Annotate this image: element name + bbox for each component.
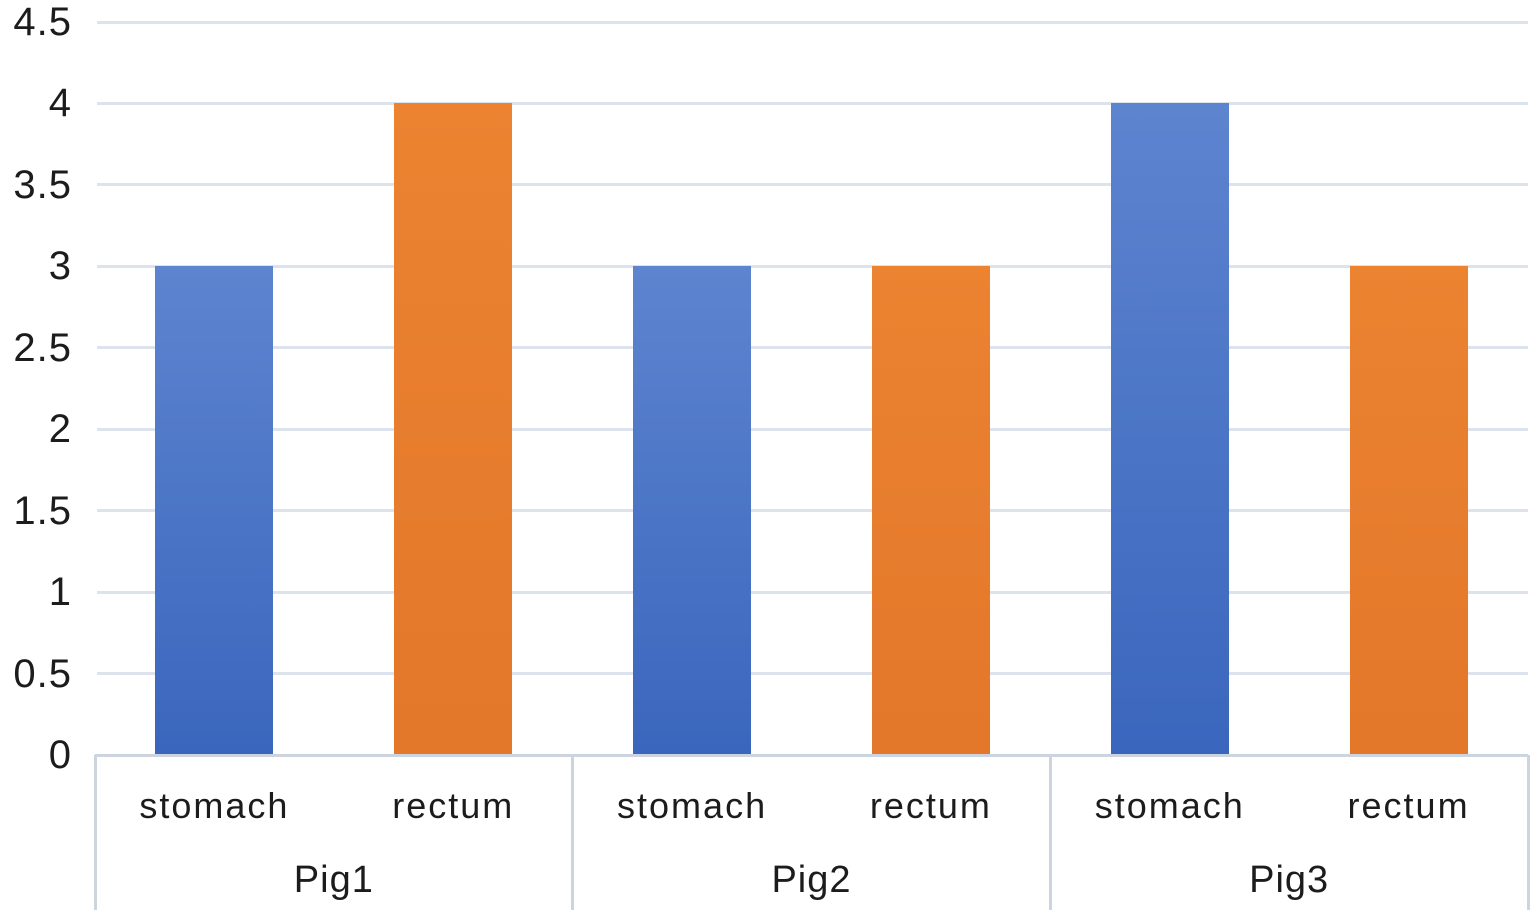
category-label-pig2-stomach: stomach xyxy=(617,785,768,826)
gridline-4 xyxy=(97,101,1528,105)
bar-pig2-stomach xyxy=(633,266,752,755)
category-group-separator xyxy=(571,755,575,910)
bar-pig2-rectum xyxy=(871,266,990,755)
x-axis-line xyxy=(95,753,1528,757)
category-label-pig1-stomach: stomach xyxy=(139,785,290,826)
y-axis-tick-label: 4.5 xyxy=(13,0,72,44)
y-axis-tick-label: 1.5 xyxy=(13,488,72,533)
gridline-2 xyxy=(97,427,1528,431)
y-axis-tick-label: 2.5 xyxy=(13,325,72,370)
gridline-1.5 xyxy=(97,509,1528,513)
y-axis-tick-label: 3 xyxy=(48,244,72,289)
y-axis-tick-label: 3.5 xyxy=(13,162,72,207)
gridline-1 xyxy=(97,590,1528,594)
group-label-pig1: Pig1 xyxy=(293,859,374,901)
category-band-right-border xyxy=(1526,755,1530,910)
group-label-pig3: Pig3 xyxy=(1249,859,1330,901)
y-axis-tick-label: 4 xyxy=(48,81,72,126)
category-label-pig3-stomach: stomach xyxy=(1094,785,1245,826)
gridline-0.5 xyxy=(97,672,1528,676)
category-group-separator xyxy=(1048,755,1052,910)
category-label-pig2-rectum: rectum xyxy=(869,785,992,826)
group-label-pig2: Pig2 xyxy=(771,859,852,901)
gridline-4.5 xyxy=(97,20,1528,24)
bar-pig1-rectum xyxy=(394,103,513,755)
category-label-pig1-rectum: rectum xyxy=(392,785,515,826)
bar-pig3-stomach xyxy=(1110,103,1229,755)
gridline-2.5 xyxy=(97,346,1528,350)
gridline-3.5 xyxy=(97,183,1528,187)
gridline-3 xyxy=(97,264,1528,268)
y-axis-tick-label: 2 xyxy=(48,407,72,452)
y-axis-tick-label: 0 xyxy=(48,733,72,777)
category-band-left-border xyxy=(93,755,97,910)
bar-pig3-rectum xyxy=(1349,266,1468,755)
y-axis-tick-label: 1 xyxy=(48,570,72,615)
y-axis-tick-label: 0.5 xyxy=(13,651,72,696)
bar-pig1-stomach xyxy=(155,266,274,755)
category-label-pig3-rectum: rectum xyxy=(1347,785,1470,826)
